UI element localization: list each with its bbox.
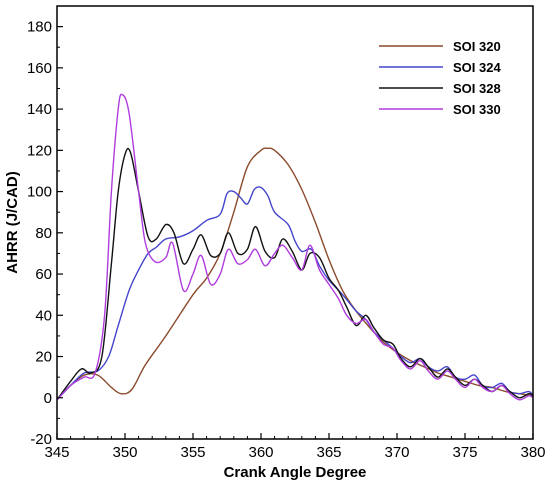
x-axis: 345 350 355 360 365 370 375 380 <box>44 433 546 461</box>
x-tick-label: 380 <box>520 444 545 461</box>
x-tick-label: 370 <box>384 444 409 461</box>
series-line-soi-328 <box>57 147 533 401</box>
y-axis-title: AHRR (J/CAD) <box>4 171 21 274</box>
y-tick-label: 140 <box>27 101 52 118</box>
y-tick-label: 100 <box>27 184 52 201</box>
plot-frame <box>56 5 534 440</box>
x-tick-label: 345 <box>44 444 69 461</box>
y-axis: -20 0 20 40 60 80 100 120 140 160 180 <box>27 19 63 448</box>
series-line-soi-320 <box>57 147 533 401</box>
y-tick-label: 160 <box>27 60 52 77</box>
legend-label: SOI 320 <box>453 39 501 54</box>
y-tick-label: 0 <box>44 390 52 407</box>
y-tick-label: 60 <box>35 266 52 283</box>
x-tick-label: 365 <box>316 444 341 461</box>
y-tick-label: 20 <box>35 349 52 366</box>
legend-label: SOI 328 <box>453 81 501 96</box>
x-tick-label: 360 <box>248 444 273 461</box>
y-tick-label: 120 <box>27 142 52 159</box>
legend: SOI 320 SOI 324 SOI 328 SOI 330 <box>379 39 501 117</box>
series-line-soi-324 <box>57 186 533 401</box>
y-tick-label: -20 <box>30 431 52 448</box>
x-tick-label: 355 <box>180 444 205 461</box>
legend-label: SOI 330 <box>453 102 501 117</box>
y-tick-label: 40 <box>35 307 52 324</box>
x-tick-label: 350 <box>112 444 137 461</box>
series-line-soi-330 <box>57 93 533 401</box>
y-tick-label: 180 <box>27 19 52 36</box>
series-layer <box>57 93 533 401</box>
legend-label: SOI 324 <box>453 60 501 75</box>
x-tick-label: 375 <box>452 444 477 461</box>
x-axis-title: Crank Angle Degree <box>224 464 367 481</box>
y-tick-label: 80 <box>35 225 52 242</box>
